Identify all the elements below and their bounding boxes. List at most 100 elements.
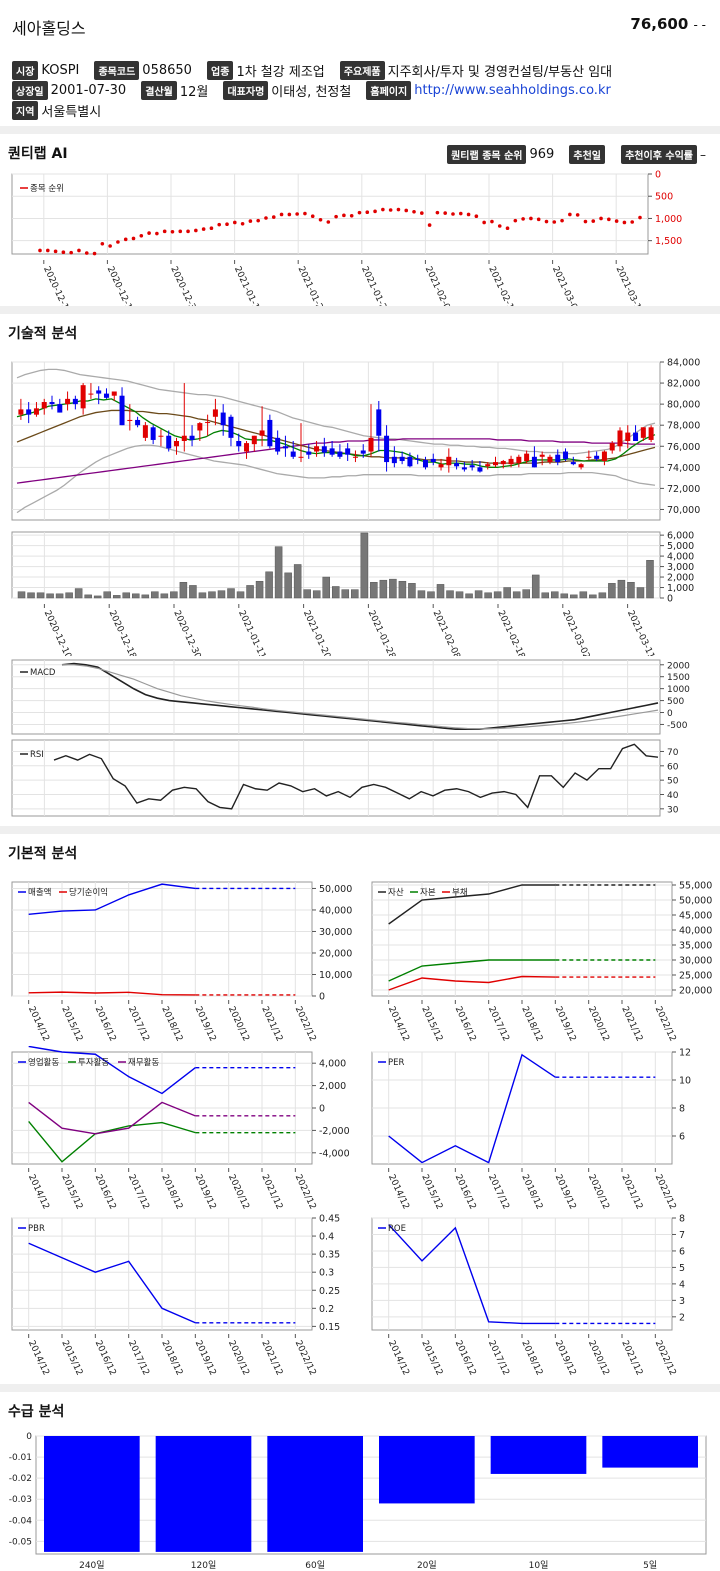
fundamental-title: 기본적 분석 bbox=[8, 846, 78, 862]
y-tick-label: 4,000 bbox=[319, 1059, 346, 1070]
plot-frame bbox=[11, 739, 661, 817]
supply-panel: 수급 분석 0 -0.01 -0.02 -0.03 -0.04 -0.05 240일 120일… bbox=[0, 1392, 720, 1571]
x-tick-label: 20일 bbox=[417, 1560, 437, 1570]
series-1-line bbox=[28, 991, 196, 996]
rank-point bbox=[217, 222, 222, 227]
series-0-line bbox=[388, 1053, 556, 1164]
rank-point bbox=[630, 220, 635, 224]
x-tick-label: 2015/12 bbox=[59, 1339, 84, 1377]
y-tick-label: 0 bbox=[26, 1432, 32, 1442]
candle-body bbox=[96, 390, 102, 394]
candle-body bbox=[422, 459, 428, 468]
rank-point bbox=[575, 213, 580, 217]
rank-point bbox=[435, 210, 440, 215]
rank-point bbox=[342, 213, 346, 218]
y-tick-label: -0.03 bbox=[9, 1495, 32, 1505]
x-tick-label: 2016/12 bbox=[453, 1173, 478, 1211]
legend-label: ROE bbox=[388, 1224, 406, 1234]
volume-bar bbox=[141, 594, 150, 599]
plot-frame bbox=[35, 1435, 707, 1555]
y-tick-label: 50,000 bbox=[319, 884, 352, 895]
y-tick-label: -4,000 bbox=[319, 1148, 350, 1159]
candle-body bbox=[49, 402, 55, 405]
rank-point bbox=[84, 251, 89, 255]
volume-bar bbox=[17, 591, 26, 599]
candle-body bbox=[259, 430, 265, 436]
x-tick-label: 2017/12 bbox=[126, 1339, 151, 1377]
candle-body bbox=[430, 458, 436, 463]
volume-bar bbox=[608, 583, 616, 599]
volume-bar bbox=[617, 579, 626, 599]
y-tick-label: 80,000 bbox=[667, 400, 700, 411]
rank-point bbox=[607, 217, 611, 222]
legend-label: 종목 순위 bbox=[30, 184, 64, 194]
x-tick-label: 240일 bbox=[79, 1560, 104, 1570]
x-tick-label: 2022/12 bbox=[293, 1173, 318, 1211]
candle-body bbox=[648, 427, 654, 440]
rank-point bbox=[225, 222, 229, 227]
volume-bar bbox=[370, 582, 378, 599]
candle-body bbox=[329, 448, 335, 455]
x-tick-label: 2018/12 bbox=[519, 1173, 544, 1211]
rank-point bbox=[100, 241, 105, 246]
industry-badge: 업종 bbox=[207, 61, 234, 80]
rank-point bbox=[116, 240, 120, 244]
volume-bar bbox=[627, 582, 635, 599]
candle-body bbox=[399, 456, 405, 462]
legend-label: 영업활동 bbox=[28, 1057, 59, 1068]
y-tick-label: -0.01 bbox=[9, 1453, 32, 1463]
volume-bar bbox=[227, 588, 235, 599]
candle-body bbox=[41, 402, 47, 409]
x-tick-label: 2014/12 bbox=[386, 1005, 411, 1043]
candle-body bbox=[345, 448, 351, 455]
y-tick-label: 2,000 bbox=[667, 573, 694, 584]
region-value: 서울특별시 bbox=[41, 105, 102, 120]
candle-body bbox=[407, 456, 413, 467]
legend-label: 자본 bbox=[420, 888, 436, 898]
y-tick-label: 5,000 bbox=[667, 541, 694, 552]
candle-body bbox=[189, 435, 195, 440]
volume-bar bbox=[284, 572, 292, 599]
x-tick-label: 2021/12 bbox=[619, 1005, 644, 1043]
x-tick-label: 2015/12 bbox=[419, 1005, 444, 1043]
x-tick-label: 2020/12 bbox=[586, 1339, 611, 1377]
y-tick-label: 8 bbox=[679, 1214, 685, 1225]
supply-title: 수급 분석 bbox=[8, 1404, 65, 1420]
candle-body bbox=[563, 451, 569, 459]
rank-point bbox=[443, 211, 447, 215]
technical-title: 기술적 분석 bbox=[8, 326, 78, 342]
rank-point bbox=[318, 217, 323, 222]
volume-bar bbox=[93, 595, 102, 599]
x-tick-label: 2016/12 bbox=[93, 1339, 118, 1377]
y-tick-label: 50 bbox=[667, 777, 679, 787]
rec-return-badge: 추천이후 수익률 bbox=[621, 145, 697, 164]
y-tick-label: 500 bbox=[655, 192, 673, 203]
rank-point bbox=[45, 248, 50, 253]
series-0-line bbox=[388, 884, 556, 925]
volume-bar bbox=[474, 590, 483, 599]
series-0-line bbox=[28, 1046, 196, 1095]
candle-body bbox=[72, 398, 78, 405]
rank-point bbox=[279, 212, 284, 217]
y-tick-label: 0 bbox=[319, 1104, 325, 1115]
candle-body bbox=[555, 454, 561, 463]
volume-bar bbox=[208, 591, 216, 599]
y-tick-label: 20,000 bbox=[679, 986, 712, 997]
volume-bar bbox=[646, 560, 654, 599]
rank-point bbox=[139, 233, 144, 238]
volume-bar bbox=[541, 592, 550, 599]
rank-point bbox=[404, 208, 409, 213]
rank-chart: 0 500 1,000 1,500 종목 순위 2020-12-10 2020-12-18 2… bbox=[0, 166, 682, 306]
candle-body bbox=[640, 427, 646, 438]
rank-point bbox=[131, 236, 136, 241]
ceo-value: 이태성, 천정철 bbox=[271, 85, 352, 100]
homepage-link[interactable]: http://www.seahholdings.co.kr bbox=[414, 83, 611, 98]
supply-bar bbox=[490, 1436, 587, 1474]
volume-bar bbox=[570, 594, 578, 599]
rank-point bbox=[521, 217, 525, 221]
candle-body bbox=[212, 409, 218, 417]
candle-body bbox=[111, 391, 117, 396]
y-tick-label: 1500 bbox=[667, 673, 690, 683]
y-tick-label: 2,000 bbox=[319, 1081, 346, 1092]
